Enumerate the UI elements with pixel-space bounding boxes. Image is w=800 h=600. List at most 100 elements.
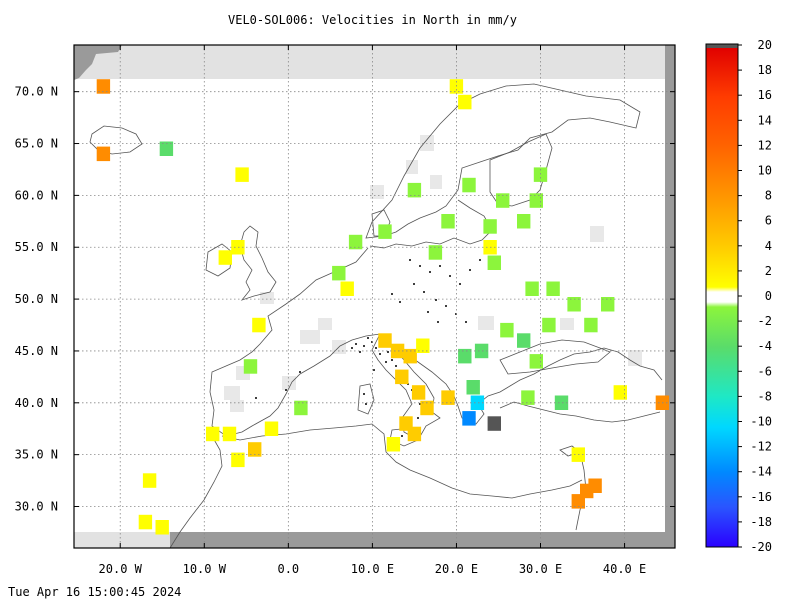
x-axis: 20.0 W 10.0 W 0.0 10.0 E 20.0 E 30.0 E 40.0 E xyxy=(99,45,646,576)
velocity-cell xyxy=(613,385,627,400)
velocity-cell xyxy=(474,343,489,359)
colorbar-tick-label: -8 xyxy=(758,389,772,403)
velocity-cell xyxy=(348,234,363,250)
y-tick-label: 55.0 N xyxy=(15,240,58,254)
y-tick-label: 30.0 N xyxy=(15,500,58,514)
velocity-cells xyxy=(96,79,670,535)
velocity-cell xyxy=(462,411,476,426)
velocity-cell xyxy=(340,281,354,296)
no-data-band-bottom-land xyxy=(170,532,665,548)
velocity-cell xyxy=(458,348,472,364)
colorbar-tick-label: 18 xyxy=(758,63,772,77)
colorbar-tick-label: -16 xyxy=(750,490,772,504)
coast-baltic xyxy=(369,199,493,249)
timestamp: Tue Apr 16 15:00:45 2024 xyxy=(8,585,182,599)
coast-black-sea xyxy=(499,339,611,375)
colorbar-tick-label: -6 xyxy=(758,364,772,378)
colorbar-tick-label: 6 xyxy=(765,214,772,228)
velocity-cell xyxy=(567,297,581,312)
x-tick-label: 30.0 E xyxy=(519,562,562,576)
velocity-cell xyxy=(138,514,153,530)
velocity-cell xyxy=(218,250,232,265)
velocity-cell xyxy=(264,421,279,436)
colorbar-tick-label: -20 xyxy=(750,540,772,554)
colorbar-tick-label: -18 xyxy=(750,515,772,529)
colorbar-tick-label: -12 xyxy=(750,440,772,454)
velocity-cell xyxy=(487,416,501,431)
velocity-cell xyxy=(500,322,514,338)
velocity-cell xyxy=(517,333,531,348)
y-tick-label: 65.0 N xyxy=(15,137,58,151)
coast-iceland xyxy=(89,125,143,155)
velocity-cell xyxy=(222,426,237,442)
velocity-cell xyxy=(378,333,392,348)
velocity-cell xyxy=(529,354,543,369)
velocity-cell xyxy=(407,182,422,198)
colorbar-tick-label: 14 xyxy=(758,113,772,127)
colorbar-tick-label: 2 xyxy=(765,264,772,278)
colorbar-tick-label: -2 xyxy=(758,314,772,328)
velocity-cell xyxy=(470,395,485,410)
velocity-cell xyxy=(416,338,430,353)
x-tick-label: 20.0 E xyxy=(435,562,478,576)
coast-ireland xyxy=(205,243,233,277)
velocity-cell xyxy=(487,255,501,270)
velocity-cell xyxy=(462,177,476,193)
coast-britain xyxy=(239,225,277,301)
velocity-cell xyxy=(525,281,539,296)
velocity-cell xyxy=(483,219,497,234)
colorbar-tick-label: 20 xyxy=(758,38,772,52)
colorbar-tick-label: 0 xyxy=(765,289,772,303)
velocity-cell xyxy=(403,348,417,364)
colorbar-tick-label: 16 xyxy=(758,88,772,102)
grid-lines xyxy=(74,45,675,548)
x-tick-label: 0.0 xyxy=(277,562,299,576)
x-tick-label: 20.0 W xyxy=(99,562,143,576)
y-axis: 30.0 N 35.0 N 40.0 N 45.0 N 50.0 N 55.0 N 60.0… xyxy=(15,85,675,514)
no-data-band-right xyxy=(665,45,675,548)
velocity-cell xyxy=(96,146,111,162)
velocity-cell xyxy=(420,400,434,416)
velocity-cell xyxy=(395,369,409,385)
velocity-cell xyxy=(235,167,249,182)
velocity-cell xyxy=(332,265,346,281)
map-background xyxy=(74,45,675,548)
coast-scandinavia xyxy=(365,83,641,239)
velocity-cell xyxy=(517,214,531,229)
chart-title: VEL0-SOL006: Velocities in North in mm/y xyxy=(228,13,517,27)
coast-sardinia xyxy=(357,383,375,415)
velocity-cell xyxy=(496,193,510,208)
colorbar-tick-label: -14 xyxy=(750,465,772,479)
y-tick-label: 40.0 N xyxy=(15,396,58,410)
velocity-cell xyxy=(588,478,602,493)
velocity-cell xyxy=(542,317,556,333)
y-tick-label: 45.0 N xyxy=(15,344,58,358)
no-data-band-top xyxy=(74,45,675,79)
velocity-cell xyxy=(206,426,220,442)
colorbar-tick-label: 12 xyxy=(758,138,772,152)
velocity-cell xyxy=(159,141,174,156)
y-tick-label: 70.0 N xyxy=(15,85,58,99)
velocity-cell xyxy=(521,390,535,405)
velocity-cell xyxy=(390,343,405,359)
velocity-cell xyxy=(248,442,262,457)
velocity-cell xyxy=(378,224,392,239)
velocity-cell xyxy=(554,395,569,410)
y-tick-label: 35.0 N xyxy=(15,448,58,462)
velocity-cell xyxy=(231,452,245,468)
colorbar-top-cap xyxy=(706,44,738,48)
velocity-cell xyxy=(533,167,548,182)
velocity-cell xyxy=(294,400,308,416)
x-tick-label: 10.0 W xyxy=(183,562,227,576)
velocity-cell xyxy=(231,240,245,255)
velocity-cell xyxy=(529,193,543,208)
colorbar-tick-label: -10 xyxy=(750,415,772,429)
velocity-cell xyxy=(458,94,472,110)
x-tick-label: 10.0 E xyxy=(351,562,394,576)
velocity-cell xyxy=(428,245,443,260)
velocity-cell xyxy=(466,380,480,395)
velocity-cell xyxy=(407,426,422,442)
velocity-cell xyxy=(571,494,585,509)
greenland-land xyxy=(74,45,122,80)
